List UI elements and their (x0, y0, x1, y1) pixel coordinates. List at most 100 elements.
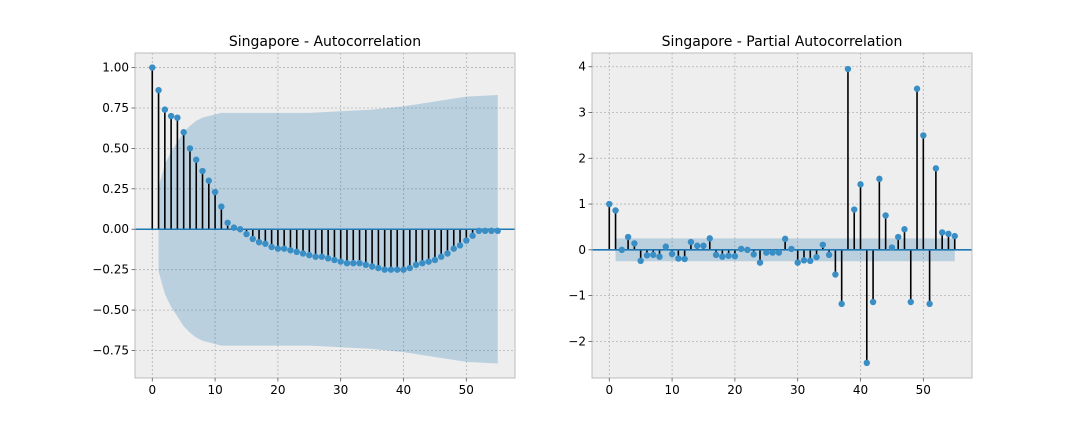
pacf-point-37 (838, 300, 845, 308)
acf-point-41 (406, 264, 413, 272)
acf-point-2 (161, 106, 169, 113)
acf-point-25 (306, 251, 313, 259)
acf-ytick-label-7: 1.00 (102, 61, 129, 75)
acf-point-8 (199, 167, 206, 175)
pacf-point-8 (656, 253, 663, 260)
pacf-point-20 (731, 253, 739, 260)
acf-point-20 (274, 245, 282, 252)
pacf-point-40 (857, 181, 864, 188)
acf-point-0 (149, 64, 156, 71)
acf-point-23 (293, 248, 300, 256)
pacf-point-3 (624, 233, 632, 241)
acf-point-51 (469, 232, 476, 239)
acf-point-37 (381, 266, 388, 273)
pacf-point-22 (744, 246, 751, 254)
acf-plot-area (135, 53, 515, 378)
pacf-point-53 (938, 229, 946, 236)
acf-xtick-label-3: 30 (333, 383, 348, 397)
pacf-point-25 (763, 249, 770, 256)
acf-point-31 (343, 259, 351, 267)
acf-point-53 (481, 227, 489, 235)
pacf-point-48 (907, 298, 914, 306)
pacf-point-16 (706, 235, 713, 242)
acf-point-44 (425, 258, 432, 265)
acf-point-7 (193, 156, 200, 163)
acf-point-6 (186, 145, 194, 152)
pacf-xtick-label-2: 20 (727, 383, 742, 397)
pacf-point-1 (612, 207, 619, 214)
pacf-ytick-label-1: −1 (568, 289, 586, 303)
pacf-point-32 (807, 257, 814, 265)
acf-point-21 (280, 245, 288, 252)
pacf-point-28 (781, 235, 789, 243)
pacf-point-42 (869, 298, 877, 306)
acf-point-52 (475, 227, 483, 235)
pacf-point-33 (813, 253, 820, 261)
pacf-point-14 (694, 242, 701, 249)
acf-point-54 (488, 227, 495, 235)
pacf-ytick-label-0: −2 (568, 334, 586, 348)
pacf-point-39 (851, 206, 858, 213)
acf-ytick-label-6: 0.75 (102, 101, 129, 115)
pacf-point-19 (725, 252, 732, 259)
acf-point-50 (463, 237, 470, 244)
pacf-point-55 (951, 232, 958, 240)
pacf-point-7 (650, 251, 657, 259)
acf-point-3 (167, 112, 175, 120)
pacf-point-17 (712, 251, 720, 259)
acf-point-33 (356, 259, 363, 267)
acf-point-22 (287, 247, 294, 254)
acf-point-30 (337, 258, 344, 265)
pacf-point-9 (662, 243, 670, 250)
pacf-axes-frame (591, 52, 973, 379)
acf-point-49 (456, 242, 464, 249)
pacf-panel: 0 10 20 30 40 50 −2 −1 0 1 2 3 4 Singapore - Partial … (568, 34, 973, 397)
pacf-point-26 (769, 249, 776, 256)
acf-ytick-label-0: −0.75 (92, 344, 129, 358)
acf-xtick-label-4: 40 (396, 383, 411, 397)
pacf-point-5 (637, 257, 644, 265)
pacf-point-46 (894, 233, 902, 241)
acf-point-39 (394, 266, 401, 273)
pacf-point-13 (687, 238, 695, 246)
pacf-ytick-label-3: 1 (578, 197, 586, 211)
acf-point-40 (400, 266, 407, 273)
acf-point-1 (155, 86, 162, 94)
acf-point-45 (431, 256, 439, 264)
pacf-point-18 (719, 253, 726, 260)
acf-point-42 (412, 261, 420, 269)
acf-point-28 (324, 255, 332, 262)
pacf-ytick-label-6: 4 (578, 60, 586, 74)
acf-xtick-label-0: 0 (148, 383, 156, 397)
pacf-point-34 (819, 241, 827, 248)
pacf-xtick-label-0: 0 (605, 383, 613, 397)
pacf-point-0 (606, 200, 613, 208)
pacf-point-6 (643, 252, 651, 259)
acf-point-5 (180, 129, 187, 136)
acf-axes-frame (134, 52, 516, 379)
acf-point-29 (331, 256, 338, 264)
pacf-title: Singapore - Partial Autocorrelation (662, 34, 903, 50)
acf-point-18 (262, 240, 269, 247)
pacf-point-23 (750, 251, 757, 258)
acf-point-13 (230, 224, 238, 231)
acf-point-9 (205, 177, 213, 184)
acf-point-48 (450, 245, 457, 252)
pacf-ytick-label-2: 0 (578, 243, 586, 257)
pacf-point-35 (825, 251, 833, 259)
pacf-point-47 (901, 226, 908, 233)
pacf-point-43 (876, 175, 883, 183)
acf-xtick-label-2: 20 (270, 383, 285, 397)
acf-point-15 (243, 230, 250, 238)
acf-ytick-label-3: 0.00 (102, 222, 129, 236)
pacf-point-11 (675, 255, 682, 262)
acf-point-26 (312, 253, 319, 260)
pacf-point-41 (863, 359, 870, 367)
pacf-plot-area (592, 53, 972, 378)
pacf-point-10 (668, 250, 676, 258)
pacf-point-27 (775, 249, 783, 256)
pacf-point-44 (882, 212, 889, 219)
pacf-point-24 (756, 259, 764, 266)
acf-point-24 (299, 250, 307, 257)
acf-point-35 (368, 263, 376, 270)
